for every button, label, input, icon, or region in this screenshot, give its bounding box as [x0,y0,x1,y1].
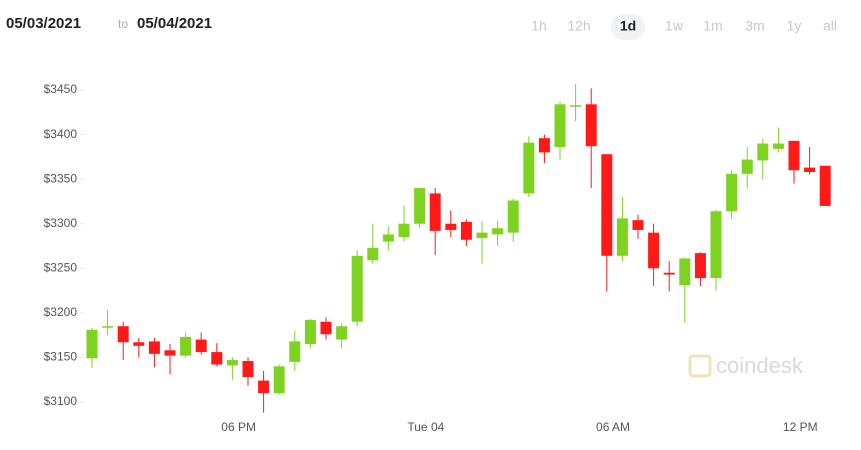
range-button[interactable]: 1y [787,18,802,34]
candle-body [585,104,597,147]
candle-body [476,232,488,238]
y-tick-label: $3450 [44,82,78,96]
candle-body [772,143,784,149]
candle-body [663,272,675,275]
y-tick-label: $3150 [44,350,78,364]
y-tick-label: $3100 [44,394,78,408]
candle-body [86,329,98,359]
y-tick-label: $3300 [44,216,78,230]
candle-body [336,326,348,340]
watermark-text: coindesk [716,353,804,378]
candle-body [819,165,831,206]
candle-body [741,159,753,174]
candle-body [445,223,457,230]
range-selected-bg [611,14,645,40]
date-from: 05/03/2021 [6,15,81,32]
candle-body [538,138,550,153]
candle-body [679,258,691,286]
x-tick-label: Tue 04 [407,420,444,434]
candle-body [180,336,192,356]
y-tick-label: $3200 [44,305,78,319]
range-button[interactable]: all [823,18,837,34]
candle-body [195,339,207,353]
candle-body [398,223,410,238]
date-to: 05/04/2021 [137,15,212,32]
candle-body [133,342,145,346]
candle-body [367,247,379,261]
candle-body [570,105,582,107]
candle-body [429,193,441,231]
range-button[interactable]: 1h [531,18,547,34]
y-tick-label: $3400 [44,127,78,141]
candle-body [460,221,472,240]
y-tick-label: $3250 [44,260,78,274]
candle-body [242,360,254,378]
candle-body [258,380,270,394]
x-tick-label: 12 PM [783,420,818,434]
candle-body [694,253,706,279]
candle-body [320,321,332,335]
candle-body [757,143,769,161]
range-button[interactable]: 12h [567,18,590,34]
date-separator: to [118,17,128,31]
candle-body [117,326,129,343]
candle-body [804,167,816,173]
range-button[interactable]: 1d [620,18,636,34]
candle-body [726,173,738,212]
candle-body [523,142,535,194]
candle-body [632,220,644,230]
candle-body [616,218,628,256]
candle-body [164,350,176,356]
candle-body [710,211,722,279]
range-button[interactable]: 1w [665,18,684,34]
watermark: coindesk [688,353,804,378]
candle-body [211,352,223,365]
candle-body [273,366,285,394]
candle-body [601,154,613,256]
candle-body [788,140,800,171]
candle-body [492,228,504,235]
range-button[interactable]: 1m [703,18,722,34]
candle-body [304,319,316,345]
candle-body [102,326,114,328]
candle-body [507,200,519,233]
candle-body [382,234,394,242]
candle-body [351,255,363,322]
x-tick-label: 06 PM [221,420,256,434]
y-tick-label: $3350 [44,171,78,185]
range-button[interactable]: 3m [745,18,764,34]
candle-body [414,188,426,224]
candle-body [289,341,301,362]
candle-body [148,341,160,354]
candle-body [226,360,238,366]
x-tick-label: 06 AM [596,420,630,434]
candle-body [554,104,566,148]
candle-body [648,232,660,269]
